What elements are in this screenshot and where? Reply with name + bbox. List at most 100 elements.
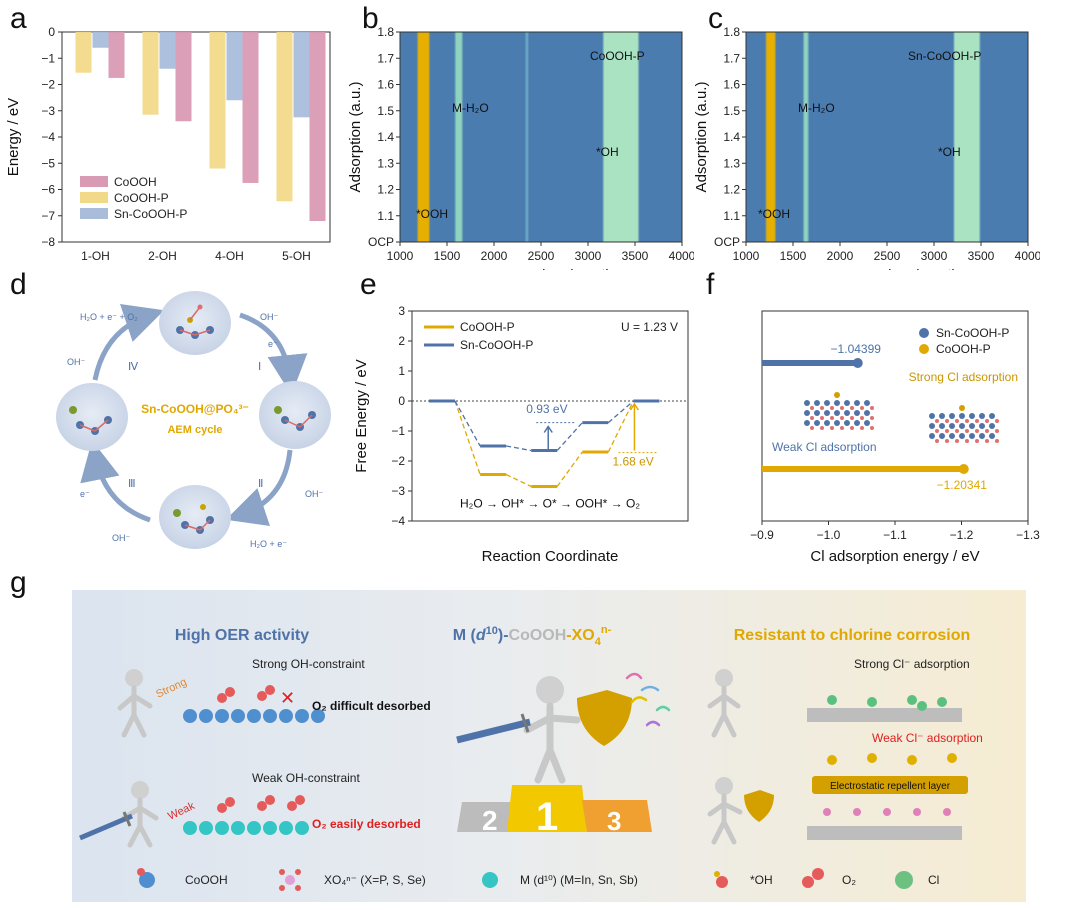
slab-atom: [969, 423, 975, 429]
y-tick-label: 1.3: [377, 156, 394, 170]
bar-coooh-p: [142, 32, 159, 115]
y-axis-label: Adsorption (a.u.): [694, 82, 710, 193]
y-tick-label: 1.8: [377, 25, 394, 39]
y-tick-label: 1.3: [723, 156, 740, 170]
y-tick-label: OCP: [368, 235, 394, 249]
lollipop-dot: [958, 464, 969, 474]
cycle-step-iii: Ⅲ: [128, 478, 136, 490]
repellent-layer: [812, 776, 968, 794]
center-title-b: 10: [486, 625, 498, 637]
x-axis-label: Cl adsorption energy / eV: [810, 548, 979, 565]
red-cross-icon: ✕: [280, 688, 295, 708]
y-tick-label: −4: [41, 130, 55, 144]
xo4-groups-right: [823, 808, 951, 816]
cycle-arrows: [80, 303, 308, 527]
reaction-steps: H₂O → OH* → O* → OOH* → O₂: [460, 497, 640, 511]
x-tick-label: 4000: [669, 249, 694, 263]
shield-icon-right: [744, 790, 774, 822]
legend-xo4-icon: [279, 869, 301, 891]
stick-figure-champion: [523, 676, 581, 784]
slab-atom: [834, 410, 840, 416]
heatmap-annotation: M-H₂O: [798, 101, 835, 115]
x-tick-label: 3500: [968, 249, 995, 263]
slab-atom: [824, 400, 830, 406]
cycle-label-top-left: H₂O + e⁻ + O₂: [80, 312, 138, 322]
y-tick-label: 2: [398, 334, 405, 348]
bar-sn-coooh-p: [226, 32, 243, 101]
legend-oh-icon: [714, 871, 728, 888]
y-tick-label: 1.5: [377, 104, 394, 118]
slab-o: [995, 419, 999, 423]
y-tick-label: 1.2: [377, 183, 394, 197]
cl-ions-weak: [827, 753, 957, 765]
heatmap-field: [400, 32, 682, 242]
slab-o: [830, 406, 834, 410]
slab-atom: [824, 420, 830, 426]
slab-o: [935, 419, 939, 423]
scheme-left-title: High OER activity: [175, 627, 309, 644]
slab-o: [820, 416, 824, 420]
slab-atom: [929, 413, 935, 419]
podium-1: 1: [536, 795, 558, 839]
slab-o: [985, 419, 989, 423]
slab-o: [820, 406, 824, 410]
y-tick-label: −6: [41, 183, 55, 197]
y-axis-label: Free Energy / eV: [353, 359, 370, 472]
slab-o: [810, 416, 814, 420]
cycle-label-right-oh: OH⁻: [305, 489, 324, 499]
sword-icon-champion: [456, 713, 531, 744]
legend-label: CoOOH-P: [114, 191, 169, 205]
axes-frame: [411, 310, 689, 522]
weak-oh-label: Weak OH-constraint: [252, 771, 360, 785]
slab-atom: [939, 413, 945, 419]
slab-o: [955, 429, 959, 433]
o2-easily-label: O₂ easily desorbed: [312, 817, 421, 831]
panel-label-b: b: [362, 2, 379, 35]
slab-atom: [979, 433, 985, 439]
scheme-center-title: M (d10)-CoOOH-XO4n-: [453, 624, 612, 648]
panel-label-e: e: [360, 268, 377, 301]
x-tick-label: 2500: [874, 249, 901, 263]
y-tick-label: −1: [41, 51, 55, 65]
center-title-end: -XO: [566, 627, 594, 644]
cycle-label-left-e: e⁻: [80, 489, 90, 499]
slab-o: [965, 439, 969, 443]
slab-o: [850, 406, 854, 410]
center-title-d: d: [476, 627, 487, 644]
podium-2: 2: [482, 805, 498, 836]
annotation-0.93: 0.93 eV: [526, 402, 567, 416]
annotation-weak: Weak Cl adsorption: [772, 440, 877, 454]
x-axis-label: Reaction Coordinate: [482, 548, 619, 565]
slab-atom: [804, 400, 810, 406]
slab-o: [965, 419, 969, 423]
stick-figure-left-top: [117, 669, 153, 738]
cycle-bubbles: [56, 291, 331, 549]
y-tick-label: 1.6: [377, 78, 394, 92]
condition-label: U = 1.23 V: [621, 320, 678, 334]
slab-atom: [844, 410, 850, 416]
slab-o: [840, 426, 844, 430]
slab-o: [935, 429, 939, 433]
y-axis-label: Adsorption (a.u.): [348, 82, 364, 193]
bar-coooh-p: [276, 32, 293, 202]
x-tick-label: 1500: [434, 249, 461, 263]
repellent-label: Electrostatic repellent layer: [830, 781, 951, 792]
connector-coooh-p: [607, 400, 635, 453]
center-title-sub: 4: [595, 636, 602, 648]
slab-atom: [864, 420, 870, 426]
slab-o: [840, 416, 844, 420]
panel-label-d: d: [10, 268, 27, 301]
x-tick-label: 3000: [921, 249, 948, 263]
legend-o2-icon: [802, 868, 824, 888]
slab-o: [955, 419, 959, 423]
stick-figure-right-bottom: [707, 777, 743, 845]
y-tick-label: 1.5: [723, 104, 740, 118]
legend-m: M (d¹⁰) (M=In, Sn, Sb): [520, 873, 638, 887]
chart-c-heatmap: 1000 1500 2000 2500 3000 3500 4000 OCP 1.1 1.2 1.3…: [694, 25, 1040, 270]
surface-strong: [183, 709, 325, 723]
x-axis-label: Wave number (cm⁻¹): [817, 267, 957, 270]
legend-cl: Cl: [928, 873, 939, 887]
o2-molecules-weak: [217, 795, 305, 813]
slab-atom: [844, 420, 850, 426]
legend-label: CoOOH: [114, 175, 157, 189]
